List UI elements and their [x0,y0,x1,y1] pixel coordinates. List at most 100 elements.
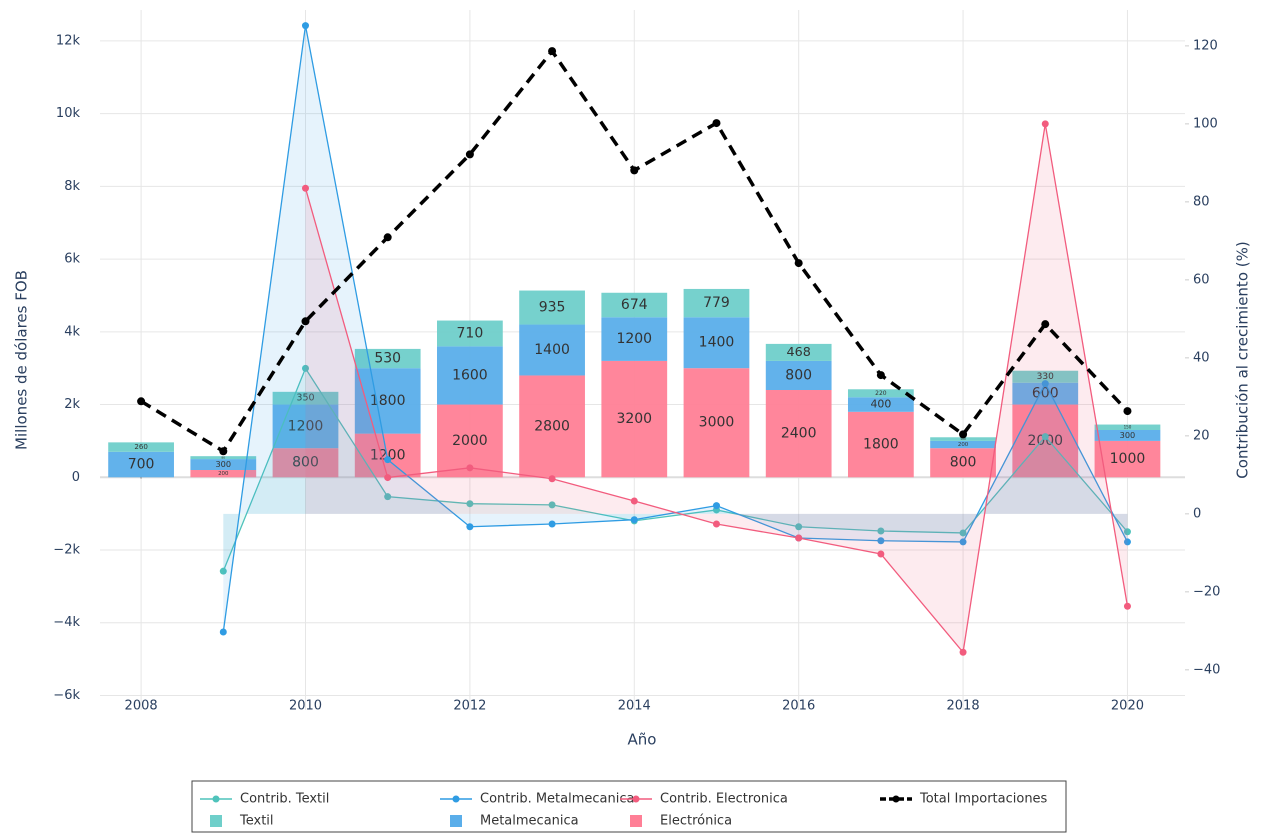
line-area [223,368,1128,572]
line-marker [794,259,803,268]
bar-label: 3200 [616,411,652,427]
bar [437,320,503,347]
legend-swatch [212,795,220,803]
marks: 0200800120020002800320030002400180080020… [108,22,1161,656]
bar [1012,382,1079,405]
bar [519,324,585,376]
y2-tick-label: 80 [1193,194,1210,209]
bar-label: 1800 [370,393,406,409]
bar-label: 1400 [534,342,570,358]
bar [519,290,585,325]
bar [847,389,914,398]
bar-label: 260 [134,442,148,451]
bar [108,451,174,478]
line-marker [712,119,721,128]
bar [930,448,996,478]
line-marker [1041,320,1050,329]
line-marker [548,475,556,483]
bar [519,375,585,478]
bar-label: 300 [215,459,231,469]
line-marker [301,22,309,30]
bar [272,448,339,478]
legend-swatch [892,795,900,803]
line-marker [630,497,638,505]
bar-label: 1000 [1110,451,1146,467]
x-axis-title: Año [628,731,657,749]
bar [437,346,503,405]
bar [765,360,832,390]
bar [847,397,914,412]
bar [190,459,257,470]
line-marker [877,527,885,535]
line-marker [1123,538,1131,546]
bar [354,348,421,369]
y-tick-label: −6k [53,688,80,703]
legend-label: Electrónica [660,814,732,829]
bar [1012,404,1079,478]
legend-swatch [210,815,222,827]
y2-tick-label: 40 [1193,350,1210,365]
line-marker [301,317,310,326]
line-marker [384,474,392,482]
line-marker [1123,528,1131,536]
bar [765,390,832,478]
bar-label: 1200 [288,418,324,434]
bar-label: 779 [703,295,730,311]
y-axis-title: Millones de dólares FOB [13,270,31,450]
bar-label: 2000 [1027,433,1063,449]
legend-box [191,780,1067,833]
bar-label: 220 [875,390,887,397]
line-marker [384,456,392,464]
x-tick-label: 2016 [782,699,815,714]
line-marker [959,648,967,656]
bar [930,440,996,449]
line-marker [630,516,638,524]
bar-label: 468 [787,345,811,360]
bar-label: 1200 [616,331,652,347]
line-marker [465,150,474,159]
y-tick-label: 10k [56,106,81,121]
bar [190,470,257,478]
x-tick-label: 2012 [453,699,486,714]
bar [765,343,832,361]
line-marker [466,500,474,508]
x-tick-label: 2008 [125,699,158,714]
x-tick-label: 2020 [1111,699,1144,714]
legend-swatch [450,815,462,827]
bar-label: 330 [1037,372,1054,382]
y-tick-label: −2k [53,543,80,558]
line-marker [1041,433,1049,441]
y2-tick-label: 100 [1193,116,1218,131]
bar-label: 1800 [863,437,899,453]
line-area [305,123,1128,653]
line-marker [1041,380,1049,388]
bar-label: 800 [785,367,812,383]
legend-label: Textil [239,814,274,829]
bar [601,360,668,478]
line-marker [876,371,885,380]
line-marker [877,537,885,545]
line-marker [219,567,227,575]
bar-label: 200 [958,442,969,448]
line-marker [466,464,474,472]
y2-tick-label: 120 [1193,38,1218,53]
bar [354,433,421,478]
y2-tick-label: −20 [1193,584,1220,599]
bar-label: 2800 [534,418,570,434]
line-area [223,25,1128,633]
y-tick-label: −4k [53,615,80,630]
y2-tick-label: 0 [1193,506,1201,521]
legend-swatch [630,815,642,827]
bar-label: 80 [221,456,225,460]
bar [1094,440,1161,478]
bar-label: 674 [621,297,648,313]
line-marker [219,447,228,456]
line-marker [959,529,967,537]
y-tick-label: 4k [64,324,80,339]
line-marker [548,520,556,528]
bar-label: 800 [950,455,977,471]
bar [683,368,750,478]
legend: Contrib. Textil Contrib. Metalmecanica Con… [200,792,1048,829]
line-marker [630,166,639,175]
